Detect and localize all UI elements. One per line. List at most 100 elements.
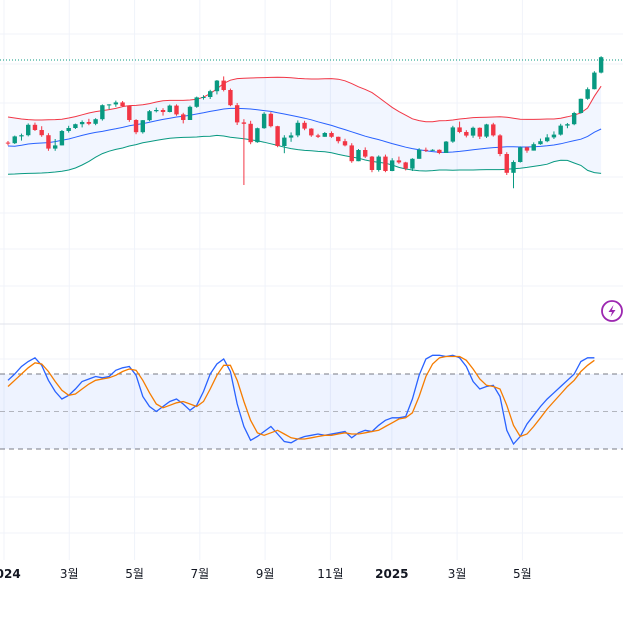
candle-body (598, 57, 604, 73)
candle-body (295, 122, 301, 136)
candle-body (167, 105, 172, 112)
candle-body (39, 130, 44, 136)
candle-body (430, 149, 435, 151)
oscillator-series-line (7, 354, 595, 446)
bollinger-lower-line (7, 134, 602, 175)
candle-body (457, 127, 462, 132)
candle-body (309, 128, 314, 136)
candle-body (174, 105, 179, 115)
x-axis-tick-label: 3월 (60, 567, 79, 581)
candle-body (241, 122, 247, 124)
candle-body (396, 160, 402, 163)
candle-body (565, 124, 570, 126)
candle-body (194, 97, 199, 107)
candle-body (403, 162, 408, 169)
candle-body (214, 80, 220, 92)
price-panel[interactable] (0, 56, 623, 189)
bollinger-middle-line (7, 107, 602, 153)
oscillator-panel[interactable] (0, 354, 623, 450)
candle-body (208, 91, 213, 97)
candle-body (342, 141, 348, 146)
candle-body (504, 154, 509, 173)
candle-body (551, 134, 557, 138)
candle-body (336, 136, 341, 142)
candle-body (443, 141, 449, 153)
x-axis-tick-label: 7월 (190, 567, 209, 581)
x-axis: 2024 3월 5월 7월 9월 11월 2025 3월 5월 (0, 567, 532, 581)
candle-body (32, 124, 38, 130)
candle-body (154, 110, 159, 112)
price-grid (0, 0, 623, 560)
candle-body (369, 156, 375, 170)
candle-body (234, 105, 240, 123)
candle-body (437, 149, 442, 153)
candle-body (86, 122, 92, 124)
candle-body (531, 144, 536, 151)
candle-body (558, 125, 563, 135)
candle-body (59, 131, 65, 146)
candle-body (181, 114, 186, 120)
oscillator-series-line (7, 355, 595, 440)
candle-body (302, 122, 307, 129)
candle-body (133, 120, 139, 133)
candle-body (356, 150, 361, 162)
candle-body (329, 133, 334, 137)
candle-body (538, 141, 543, 145)
candle-body (5, 142, 11, 144)
candle-body (46, 135, 51, 149)
candle-body (187, 106, 193, 120)
candle-body (322, 133, 327, 137)
x-axis-tick-label: 2024 (0, 567, 21, 581)
candle-body (248, 123, 253, 143)
candle-body (12, 136, 17, 144)
candle-body (52, 145, 58, 149)
candle-body (255, 128, 260, 143)
candle-body (470, 127, 476, 136)
candle-body (497, 135, 503, 154)
x-axis-tick-label: 3월 (448, 567, 467, 581)
candle-body (477, 127, 482, 137)
candle-body (423, 149, 429, 151)
candle-body (315, 135, 321, 137)
x-axis-tick-label: 5월 (513, 567, 532, 581)
candle-body (268, 113, 274, 127)
candle-body (464, 132, 469, 136)
candle-body (19, 135, 24, 137)
candle-body (288, 135, 294, 138)
x-axis-tick-label: 2025 (375, 567, 408, 581)
candle-body (140, 120, 145, 133)
candle-body (524, 147, 530, 151)
oscillator-grid (0, 358, 623, 534)
oscillator-levels (0, 373, 623, 450)
candle-body (592, 72, 597, 90)
candle-body (221, 80, 226, 90)
candle-body (571, 113, 577, 125)
candle-body (160, 110, 166, 112)
candle-body (511, 162, 516, 173)
candle-body (491, 124, 496, 136)
lightning-button[interactable] (601, 300, 623, 322)
candle-body (228, 90, 233, 106)
candle-body (127, 106, 132, 120)
x-axis-tick-label: 11월 (317, 567, 343, 581)
candle-body (518, 147, 523, 162)
candle-body (100, 105, 105, 120)
candle-body (578, 98, 584, 113)
candles (5, 56, 604, 189)
candle-body (106, 104, 112, 106)
lightning-icon (608, 305, 616, 317)
candle-body (113, 102, 119, 105)
candle-body (363, 150, 368, 157)
candle-body (201, 97, 206, 98)
bollinger-upper-line (7, 76, 602, 123)
candle-body (484, 124, 489, 137)
candle-body (73, 124, 78, 128)
oscillator-lines (7, 354, 595, 446)
x-axis-tick-label: 9월 (256, 567, 275, 581)
candle-body (585, 89, 590, 99)
candle-body (26, 124, 31, 136)
candle-body (120, 102, 125, 106)
candle-body (349, 145, 354, 162)
x-axis-tick-label: 5월 (125, 567, 144, 581)
